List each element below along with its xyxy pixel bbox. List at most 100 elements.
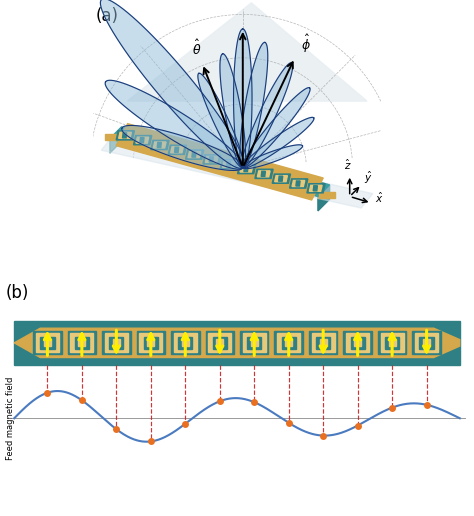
Polygon shape: [242, 63, 293, 168]
Polygon shape: [257, 171, 270, 177]
Polygon shape: [157, 142, 161, 148]
Polygon shape: [40, 336, 55, 349]
Polygon shape: [122, 125, 243, 170]
Polygon shape: [71, 333, 93, 352]
Polygon shape: [174, 333, 197, 352]
Polygon shape: [198, 73, 244, 168]
Polygon shape: [318, 185, 329, 211]
Polygon shape: [178, 336, 192, 349]
Polygon shape: [140, 138, 144, 143]
Polygon shape: [36, 333, 59, 352]
Polygon shape: [153, 142, 166, 148]
Polygon shape: [255, 169, 273, 179]
Polygon shape: [75, 336, 89, 349]
Text: $\hat{x}$: $\hat{x}$: [375, 191, 383, 205]
Polygon shape: [220, 54, 246, 168]
Polygon shape: [247, 336, 261, 349]
Polygon shape: [279, 176, 283, 181]
Polygon shape: [100, 0, 244, 168]
Polygon shape: [192, 152, 196, 157]
Polygon shape: [213, 336, 227, 349]
Polygon shape: [240, 166, 253, 172]
Polygon shape: [139, 333, 162, 352]
Polygon shape: [182, 340, 189, 346]
Polygon shape: [203, 155, 221, 164]
Polygon shape: [282, 336, 296, 349]
Polygon shape: [171, 331, 200, 354]
Polygon shape: [171, 147, 183, 153]
Polygon shape: [127, 3, 367, 101]
Polygon shape: [121, 127, 329, 199]
Polygon shape: [292, 181, 305, 186]
Polygon shape: [285, 340, 292, 346]
Polygon shape: [33, 331, 62, 354]
Polygon shape: [101, 136, 373, 208]
Polygon shape: [423, 340, 430, 346]
Text: $\hat{y}$: $\hat{y}$: [364, 170, 372, 186]
Polygon shape: [261, 171, 265, 176]
Text: Feed magnetic field: Feed magnetic field: [6, 377, 15, 460]
Polygon shape: [227, 162, 231, 167]
Polygon shape: [206, 331, 234, 354]
Polygon shape: [102, 331, 130, 354]
Polygon shape: [105, 134, 120, 140]
Polygon shape: [209, 157, 213, 162]
Polygon shape: [272, 174, 291, 183]
Polygon shape: [205, 156, 218, 163]
Polygon shape: [134, 136, 152, 145]
Polygon shape: [216, 340, 223, 346]
Polygon shape: [110, 127, 329, 197]
Polygon shape: [243, 117, 314, 168]
Polygon shape: [415, 333, 438, 352]
Polygon shape: [79, 340, 85, 346]
Polygon shape: [105, 80, 243, 169]
Polygon shape: [105, 333, 128, 352]
Polygon shape: [310, 185, 322, 191]
Polygon shape: [274, 331, 303, 354]
Text: (a): (a): [96, 7, 119, 25]
Polygon shape: [109, 336, 123, 349]
Polygon shape: [244, 167, 248, 172]
Polygon shape: [174, 147, 179, 152]
Polygon shape: [346, 333, 369, 352]
Text: (b): (b): [6, 284, 29, 302]
Polygon shape: [185, 150, 204, 159]
Polygon shape: [44, 340, 51, 346]
Polygon shape: [68, 331, 96, 354]
Polygon shape: [151, 140, 169, 150]
Polygon shape: [313, 186, 318, 191]
Polygon shape: [188, 152, 201, 157]
Polygon shape: [116, 124, 323, 200]
Polygon shape: [14, 328, 460, 358]
Polygon shape: [354, 340, 361, 346]
Polygon shape: [14, 321, 460, 364]
Polygon shape: [234, 29, 252, 168]
Polygon shape: [240, 331, 268, 354]
Polygon shape: [290, 179, 308, 188]
Polygon shape: [385, 336, 399, 349]
Polygon shape: [378, 331, 406, 354]
Polygon shape: [116, 131, 135, 140]
Polygon shape: [412, 331, 441, 354]
Polygon shape: [320, 340, 327, 346]
Polygon shape: [251, 340, 258, 346]
Polygon shape: [351, 336, 365, 349]
Polygon shape: [389, 340, 395, 346]
Polygon shape: [168, 145, 186, 154]
Polygon shape: [319, 192, 335, 198]
Polygon shape: [220, 159, 238, 169]
Polygon shape: [209, 333, 231, 352]
Polygon shape: [137, 331, 165, 354]
Polygon shape: [110, 127, 121, 153]
Text: $\hat{\theta}$: $\hat{\theta}$: [192, 39, 201, 58]
Polygon shape: [240, 42, 268, 168]
Polygon shape: [277, 333, 300, 352]
Polygon shape: [381, 333, 403, 352]
Polygon shape: [312, 333, 335, 352]
Polygon shape: [242, 88, 310, 168]
Polygon shape: [309, 331, 337, 354]
Polygon shape: [344, 331, 372, 354]
Polygon shape: [274, 175, 287, 182]
Polygon shape: [118, 132, 131, 138]
Polygon shape: [223, 161, 236, 167]
